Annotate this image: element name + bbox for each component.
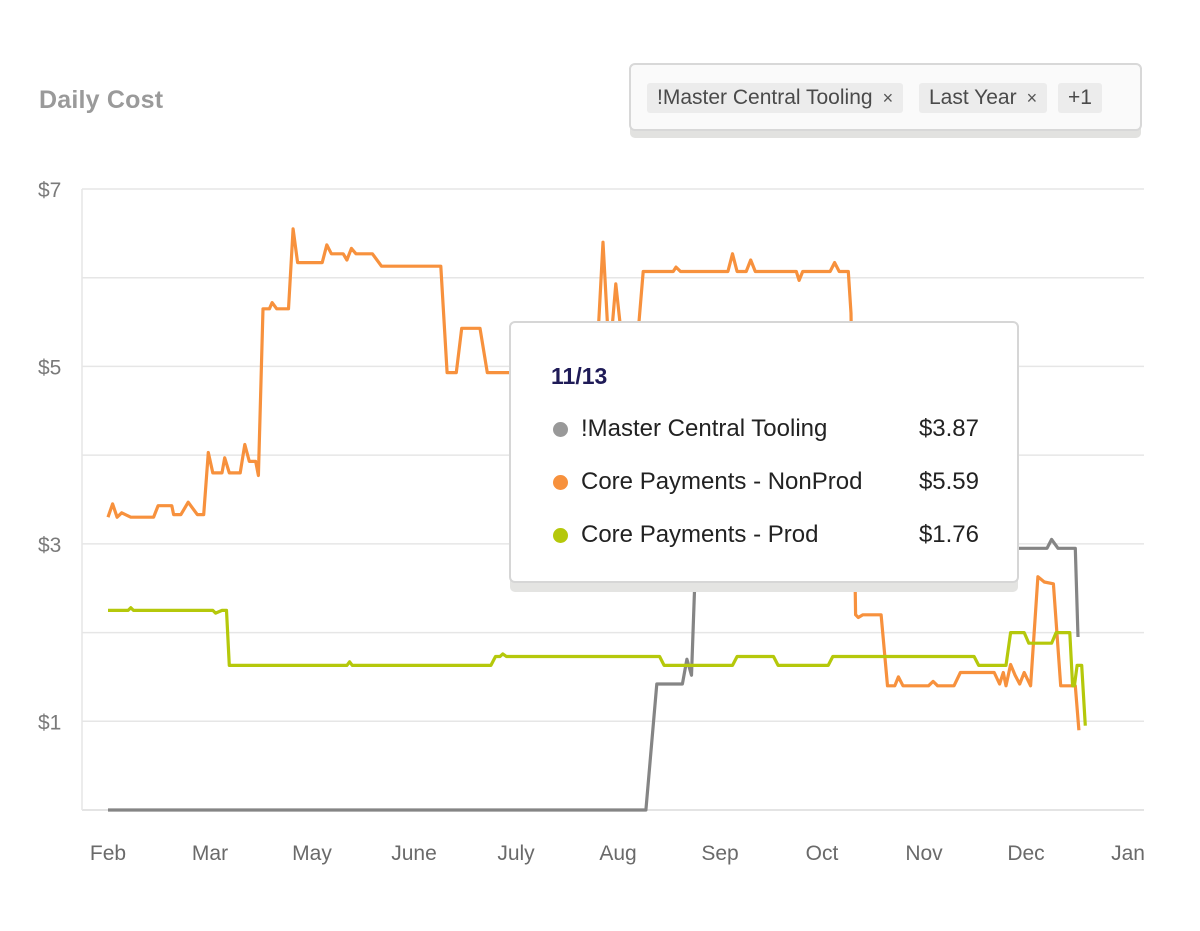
tooltip-series-name: !Master Central Tooling [581,415,828,442]
x-tick-label: Aug [599,842,636,865]
y-tick-label: $1 [38,711,61,734]
chart-tooltip: 11/13 !Master Central Tooling $3.87 Core… [509,321,1019,583]
series-line-0 [108,537,1080,812]
tooltip-row-master-central-tooling: !Master Central Tooling $3.87 [553,415,983,445]
y-tick-label: $3 [38,534,61,557]
series-line-2 [108,606,1087,726]
filter-selector[interactable]: !Master Central Tooling × Last Year × +1 [629,63,1142,131]
x-tick-label: Jan [1111,842,1145,865]
x-tick-label: June [391,842,437,865]
tooltip-series-name: Core Payments - NonProd [581,468,863,495]
x-tick-label: Dec [1007,842,1044,865]
y-axis: $7 $5 $3 $1 [38,179,61,734]
tooltip-series-value: $1.76 [918,521,979,548]
x-tick-label: Nov [905,842,943,865]
tooltip-row-core-payments-nonprod: Core Payments - NonProd $5.59 [553,468,983,498]
x-axis: Feb Mar May June July Aug Sep Oct Nov Dec Jan [90,842,1145,865]
x-tick-label: Feb [90,842,126,865]
tooltip-series-name: Core Payments - Prod [581,521,819,548]
y-tick-label: $7 [38,179,61,202]
tooltip-series-value: $5.59 [918,468,979,495]
filter-chip-label: Last Year [929,86,1017,109]
filter-chip-last-year[interactable]: Last Year × [919,83,1048,113]
filter-chip-label: !Master Central Tooling [657,86,873,109]
x-tick-label: May [292,842,332,865]
x-tick-label: Sep [701,842,738,865]
series-dot-icon [553,475,568,490]
x-tick-label: Mar [192,842,228,865]
remove-chip-icon[interactable]: × [1026,88,1038,108]
x-tick-label: Oct [806,842,839,865]
tooltip-row-core-payments-prod: Core Payments - Prod $1.76 [553,521,983,551]
remove-chip-icon[interactable]: × [882,88,894,108]
tooltip-date: 11/13 [551,363,608,389]
x-tick-label: July [497,842,535,865]
filter-chip-more[interactable]: +1 [1058,83,1102,113]
chart-title: Daily Cost [39,86,164,114]
series-dot-icon [553,422,568,437]
tooltip-series-value: $3.87 [918,415,979,442]
series-dot-icon [553,528,568,543]
filter-chip-master-central-tooling[interactable]: !Master Central Tooling × [647,83,904,113]
filter-chip-label: +1 [1068,86,1092,109]
y-tick-label: $5 [38,356,61,379]
